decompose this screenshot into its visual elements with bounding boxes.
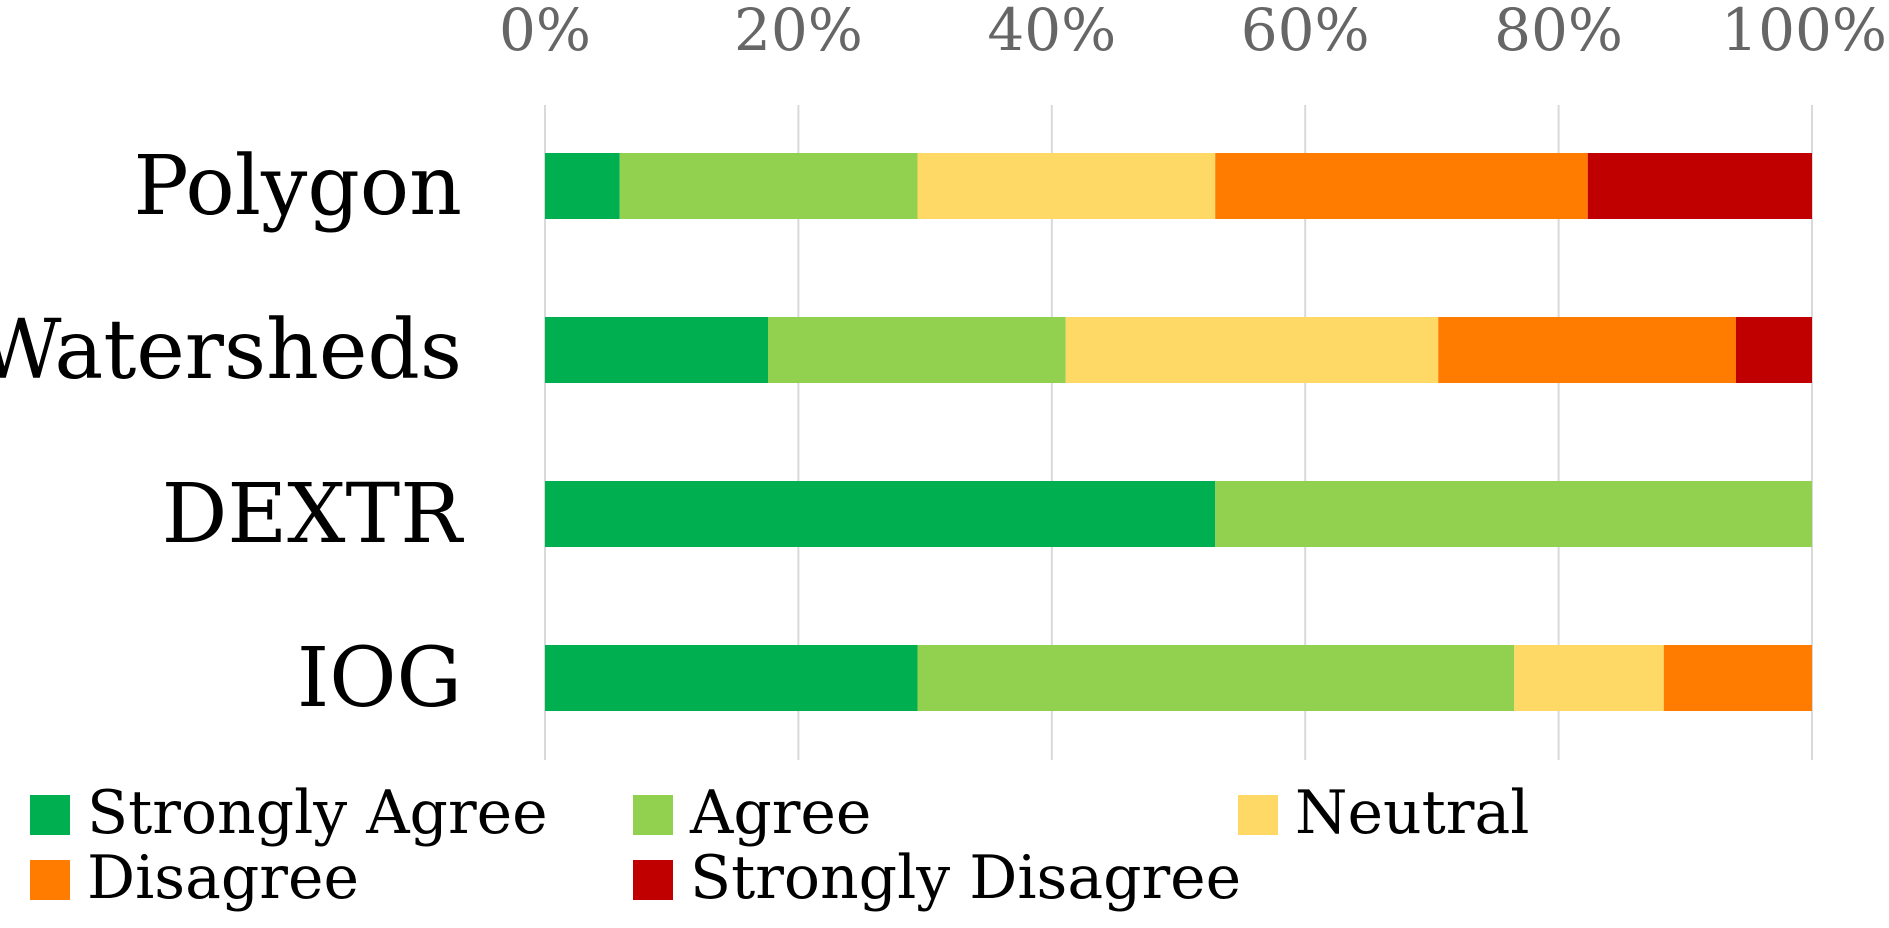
- x-tick-label: 100%: [1721, 0, 1887, 64]
- bar-dextr-agree: [1215, 481, 1812, 547]
- bar-dextr-strongly-agree: [545, 481, 1216, 547]
- category-label-watersheds: Watersheds: [0, 303, 462, 398]
- legend-swatch-strongly-disagree: [633, 860, 673, 900]
- legend-label-agree: Agree: [689, 778, 871, 848]
- bar-watersheds-agree: [767, 317, 1066, 383]
- category-label-dextr: DEXTR: [162, 467, 465, 562]
- category-label-polygon: Polygon: [134, 139, 462, 234]
- legend-swatch-disagree: [30, 860, 70, 900]
- bar-polygon-neutral: [917, 153, 1216, 219]
- legend-label-strongly-disagree: Strongly Disagree: [690, 843, 1241, 913]
- bar-polygon-strongly-agree: [545, 153, 620, 219]
- legend-swatch-agree: [633, 795, 673, 835]
- legend-swatch-neutral: [1238, 795, 1278, 835]
- legend-swatch-strongly-agree: [30, 795, 70, 835]
- category-label-iog: IOG: [297, 631, 462, 726]
- legend-label-disagree: Disagree: [87, 843, 359, 913]
- x-tick-label: 80%: [1494, 0, 1623, 64]
- bar-polygon-strongly-disagree: [1587, 153, 1812, 219]
- x-tick-label: 0%: [499, 0, 591, 64]
- bar-iog-disagree: [1663, 645, 1812, 711]
- bar-polygon-agree: [619, 153, 918, 219]
- bar-iog-neutral: [1514, 645, 1664, 711]
- legend-label-strongly-agree: Strongly Agree: [87, 778, 548, 848]
- x-tick-label: 20%: [734, 0, 863, 64]
- bar-polygon-disagree: [1215, 153, 1588, 219]
- bar-watersheds-strongly-agree: [545, 317, 768, 383]
- bar-watersheds-disagree: [1438, 317, 1736, 383]
- bar-watersheds-strongly-disagree: [1735, 317, 1812, 383]
- bars: [545, 153, 1812, 711]
- bar-watersheds-neutral: [1065, 317, 1439, 383]
- x-axis-ticks: 0% 20% 40% 60% 80% 100%: [499, 0, 1887, 64]
- bar-iog-strongly-agree: [545, 645, 918, 711]
- category-labels: Polygon Watersheds DEXTR IOG: [0, 139, 464, 726]
- bar-iog-agree: [917, 645, 1515, 711]
- x-tick-label: 40%: [987, 0, 1116, 64]
- legend: Strongly Agree Agree Neutral Disagree Strong…: [30, 778, 1529, 913]
- x-tick-label: 60%: [1241, 0, 1370, 64]
- legend-label-neutral: Neutral: [1295, 778, 1529, 848]
